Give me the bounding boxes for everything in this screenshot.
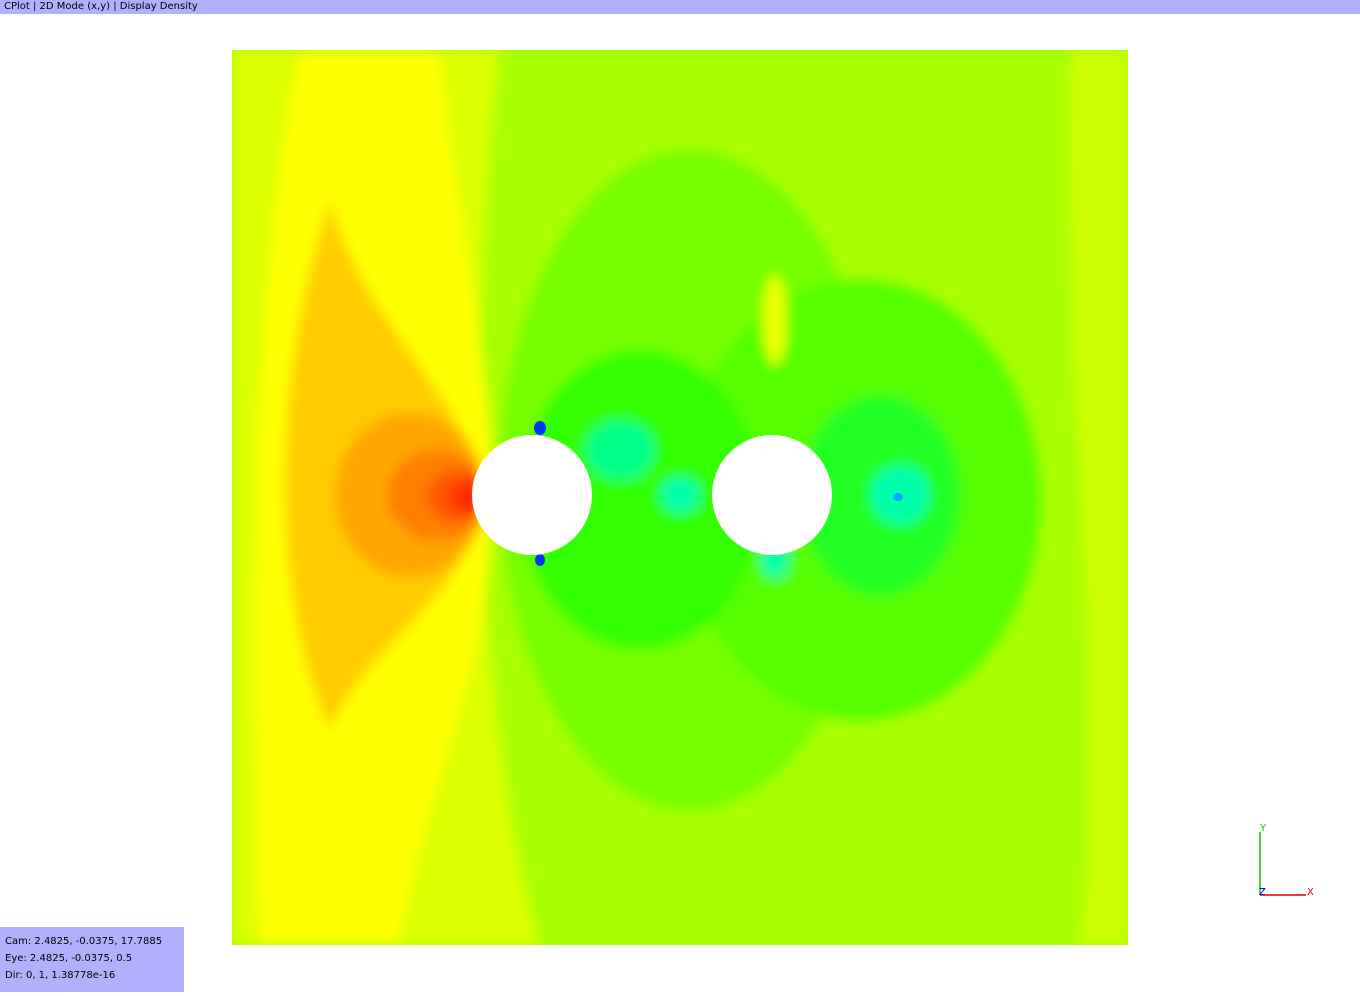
camera-info: Cam: 2.4825, -0.0375, 17.7885 Eye: 2.482…: [0, 927, 184, 992]
info-line: Cam: 2.4825, -0.0375, 17.7885: [5, 936, 163, 947]
density-field: [232, 50, 1128, 945]
axis-label: Z: [1259, 887, 1266, 898]
info-line: Dir: 0, 1, 1.38778e-16: [5, 970, 116, 981]
axis-label: X: [1307, 887, 1314, 898]
info-line: Eye: 2.4825, -0.0375, 0.5: [5, 953, 133, 964]
axis-triad: Y X Z: [1259, 823, 1314, 898]
axis-label: Y: [1259, 823, 1267, 834]
title-bar: CPlot | 2D Mode (x,y) | Display Density: [0, 0, 1360, 14]
